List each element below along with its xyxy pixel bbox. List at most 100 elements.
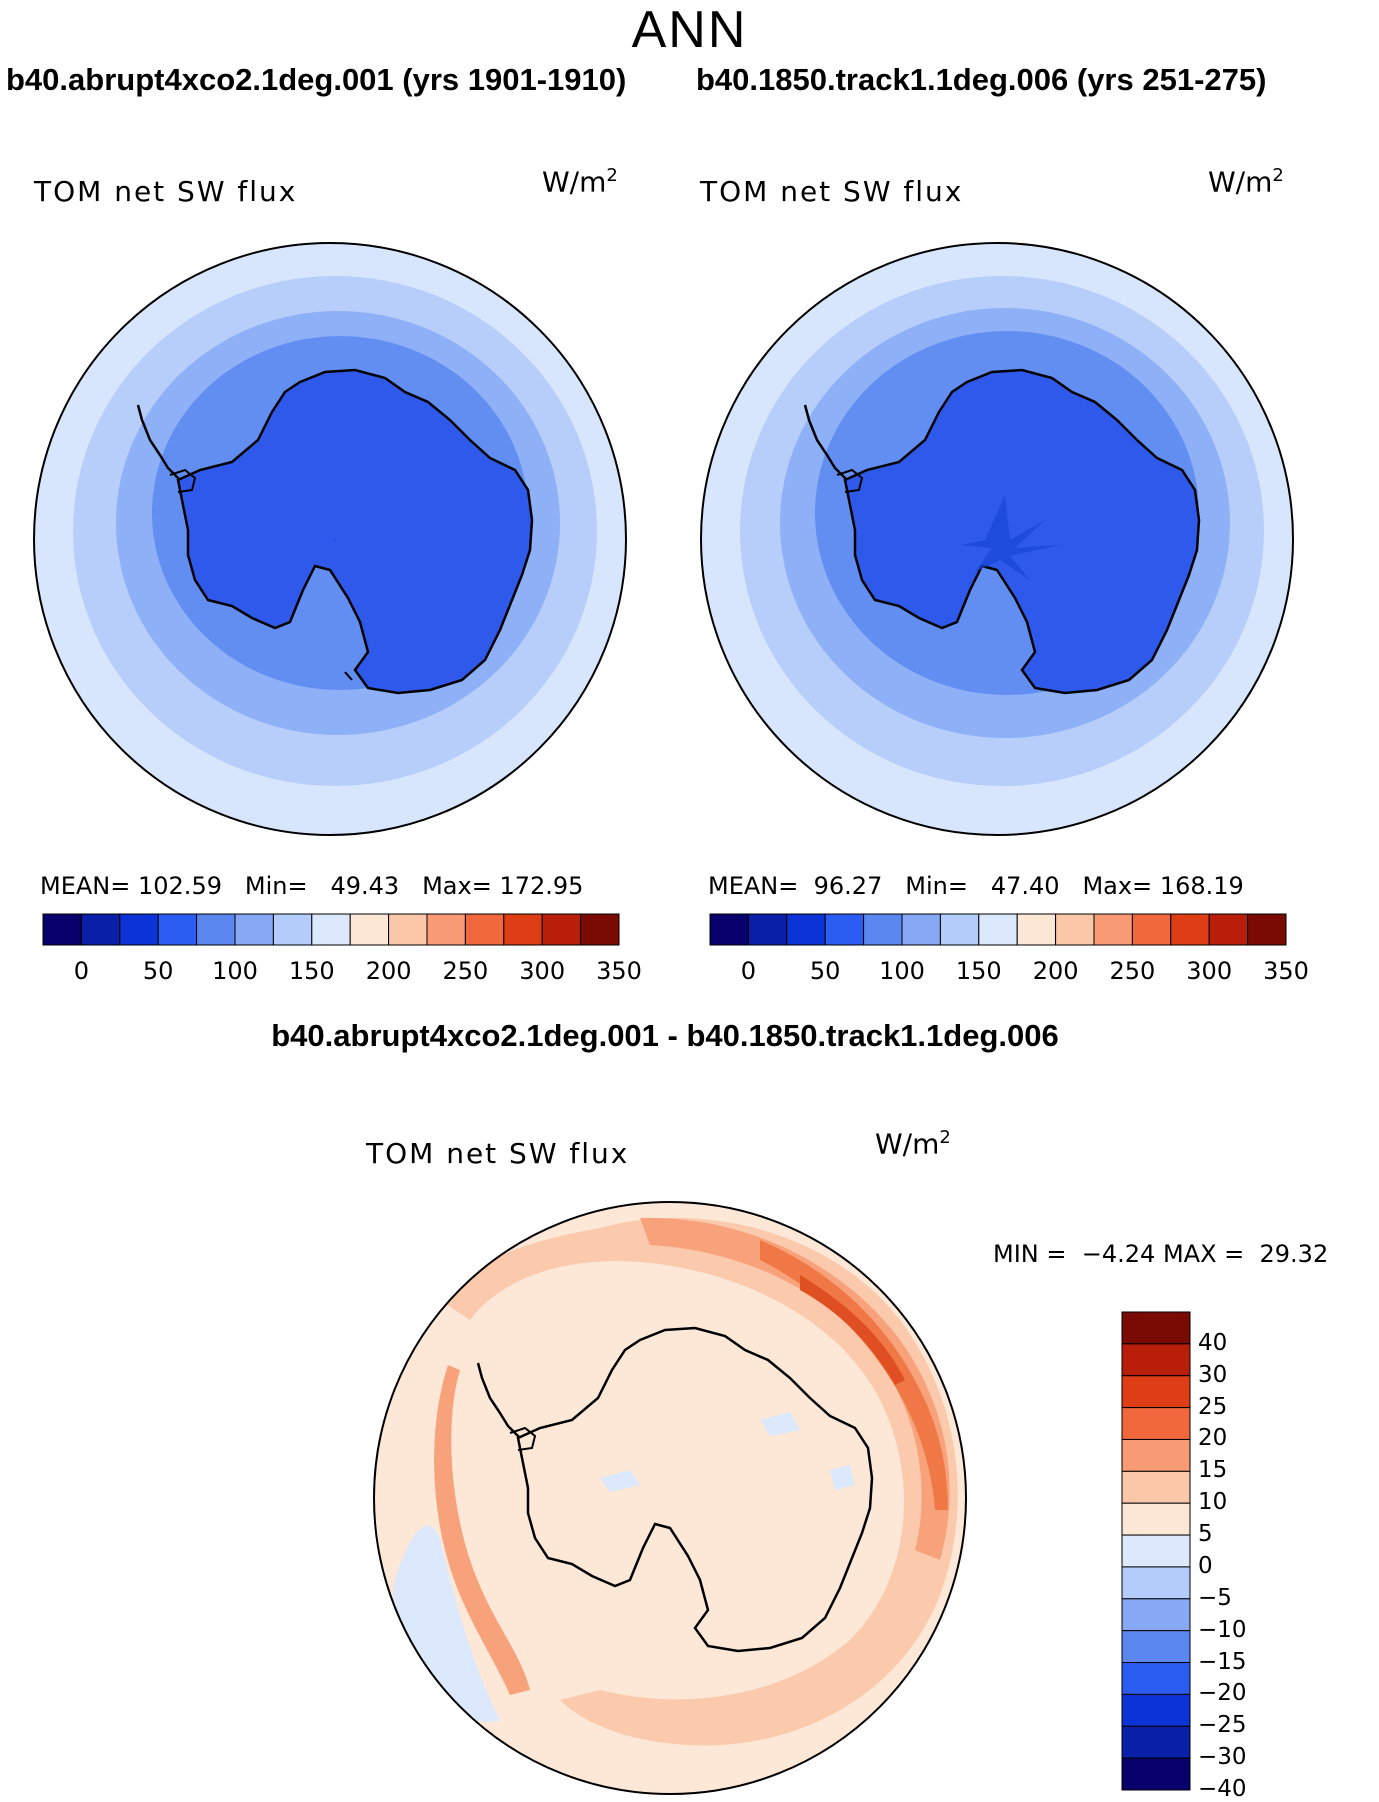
- right-colorbar-box: [863, 913, 903, 946]
- left-colorbar: [42, 913, 620, 946]
- left-units-exp: 2: [606, 165, 618, 186]
- diff-colorbar-box: [1121, 1534, 1191, 1568]
- diff-antarctica: [516, 1326, 874, 1653]
- right-colorbar-box: [1016, 913, 1057, 946]
- left-colorbar-tick-label: 250: [442, 957, 489, 985]
- diff-colorbar-box: [1121, 1438, 1191, 1472]
- diff-neg-patch-2: [760, 1412, 800, 1436]
- right-colorbar-tick-label: 250: [1109, 957, 1156, 985]
- right-field-label: TOM net SW flux: [700, 175, 964, 208]
- diff-colorbar-box: [1121, 1407, 1191, 1440]
- left-colorbar-tick-label: 0: [73, 957, 90, 985]
- left-case-title: b40.abrupt4xco2.1deg.001 (yrs 1901-1910): [6, 62, 627, 97]
- left-colorbar-box: [119, 913, 159, 946]
- diff-colorbar-tick-label: −5: [1198, 1584, 1232, 1611]
- diff-colorbar-tick-label: −10: [1198, 1616, 1247, 1643]
- right-colorbar-box: [1208, 913, 1249, 946]
- diff-colorbar-tick-label: 20: [1198, 1425, 1228, 1452]
- left-antarctica: [176, 368, 534, 695]
- diff-units-exp: 2: [939, 1127, 951, 1148]
- right-peninsula: [803, 404, 848, 481]
- right-mean-value: 96.27: [813, 872, 883, 900]
- left-colorbar-box: [541, 913, 582, 946]
- left-colorbar-tick-label: 350: [596, 957, 642, 985]
- left-colorbar-tick-label: 50: [142, 957, 174, 985]
- right-colorbar-tick-label: 200: [1032, 957, 1079, 985]
- diff-colorbar-tick-label: −40: [1198, 1776, 1247, 1802]
- right-colorbar-tick-label: 100: [879, 957, 925, 985]
- right-pole-artifact: [960, 495, 1060, 580]
- right-colorbar-tick-label: 300: [1186, 957, 1233, 985]
- left-colorbar-box: [503, 913, 543, 946]
- right-colorbar-box: [978, 913, 1018, 946]
- diff-colorbar-box: [1121, 1566, 1191, 1600]
- left-colorbar-box: [464, 913, 505, 946]
- right-colorbar-tick-label: 150: [955, 957, 1002, 985]
- diff-case-title: b40.abrupt4xco2.1deg.001 - b40.1850.trac…: [271, 1018, 1059, 1053]
- right-colorbar-tick-label: 0: [740, 957, 757, 985]
- diff-peninsula: [476, 1362, 521, 1439]
- diff-colorbar-box: [1121, 1598, 1191, 1632]
- right-min-label: Min=: [905, 872, 968, 900]
- diff-band-outer: [440, 1217, 958, 1746]
- diff-colorbar-tick-label: 15: [1198, 1457, 1228, 1484]
- left-stats: MEAN= 102.59 Min= 49.43 Max= 172.95: [40, 872, 583, 900]
- left-min-value: 49.43: [330, 872, 400, 900]
- diff-colorbar-box: [1121, 1757, 1191, 1791]
- diff-colorbar-tick-label: 30: [1198, 1361, 1228, 1388]
- diff-map-border: [373, 1201, 967, 1795]
- left-map-border: [33, 242, 627, 836]
- diff-neg-patch-3: [830, 1465, 855, 1490]
- diff-colorbar-box: [1121, 1470, 1191, 1504]
- diff-colorbar-tick-label: −30: [1198, 1744, 1247, 1771]
- diff-colorbar-box: [1121, 1662, 1191, 1695]
- left-min-label: Min=: [244, 872, 308, 900]
- left-colorbar-box: [42, 913, 82, 946]
- left-field-label: TOM net SW flux: [34, 175, 298, 208]
- left-colorbar-box: [388, 913, 428, 946]
- left-colorbar-tick-label: 200: [365, 957, 412, 985]
- diff-units: W/m2: [875, 1127, 951, 1160]
- diff-colorbar: [1121, 1311, 1191, 1791]
- right-units-exp: 2: [1272, 165, 1284, 186]
- left-colorbar-tick-label: 150: [288, 957, 335, 985]
- right-antarctica: [843, 368, 1201, 695]
- right-colorbar-tick-label: 350: [1263, 957, 1309, 985]
- diff-colorbar-tick-label: 40: [1198, 1329, 1228, 1356]
- left-colorbar-box: [234, 913, 274, 946]
- diff-colorbar-tick-label: −15: [1198, 1648, 1247, 1675]
- diff-colorbar-box: [1121, 1502, 1191, 1536]
- left-units-base: W/m: [542, 165, 607, 199]
- right-max-label: Max=: [1082, 872, 1153, 900]
- diff-stats: MIN = −4.24 MAX = 29.32: [993, 1240, 1328, 1268]
- right-units-base: W/m: [1208, 165, 1273, 199]
- left-colorbar-box: [349, 913, 390, 946]
- diff-colorbar-box: [1121, 1630, 1191, 1664]
- right-colorbar-box: [901, 913, 941, 946]
- left-colorbar-box: [580, 913, 620, 946]
- page-title: ANN: [631, 1, 748, 59]
- left-peninsula: [136, 404, 181, 481]
- left-colorbar-box: [272, 913, 313, 946]
- right-min-value: 47.40: [990, 872, 1060, 900]
- right-mean-label: MEAN=: [708, 872, 799, 900]
- left-mean-label: MEAN=: [40, 872, 131, 900]
- left-colorbar-box: [157, 913, 198, 946]
- diff-colorbar-tick-label: 25: [1198, 1393, 1228, 1420]
- right-colorbar: [709, 913, 1287, 946]
- right-colorbar-tick-label: 50: [809, 957, 841, 985]
- left-colorbar-box: [80, 913, 121, 946]
- right-max-value: 168.19: [1159, 872, 1244, 900]
- left-colorbar-box: [196, 913, 236, 946]
- left-colorbar-box: [426, 913, 466, 946]
- right-colorbar-box: [709, 913, 749, 946]
- left-colorbar-tick-label: 100: [212, 957, 258, 985]
- diff-units-base: W/m: [875, 1127, 940, 1161]
- diff-max-value: 29.32: [1259, 1240, 1329, 1268]
- diff-neg-patch-1: [600, 1470, 640, 1492]
- right-coast-detail: [836, 468, 864, 493]
- diff-band-inner: [760, 1240, 948, 1510]
- right-colorbar-box: [1170, 913, 1210, 946]
- diff-colorbar-tick-label: 5: [1198, 1521, 1213, 1548]
